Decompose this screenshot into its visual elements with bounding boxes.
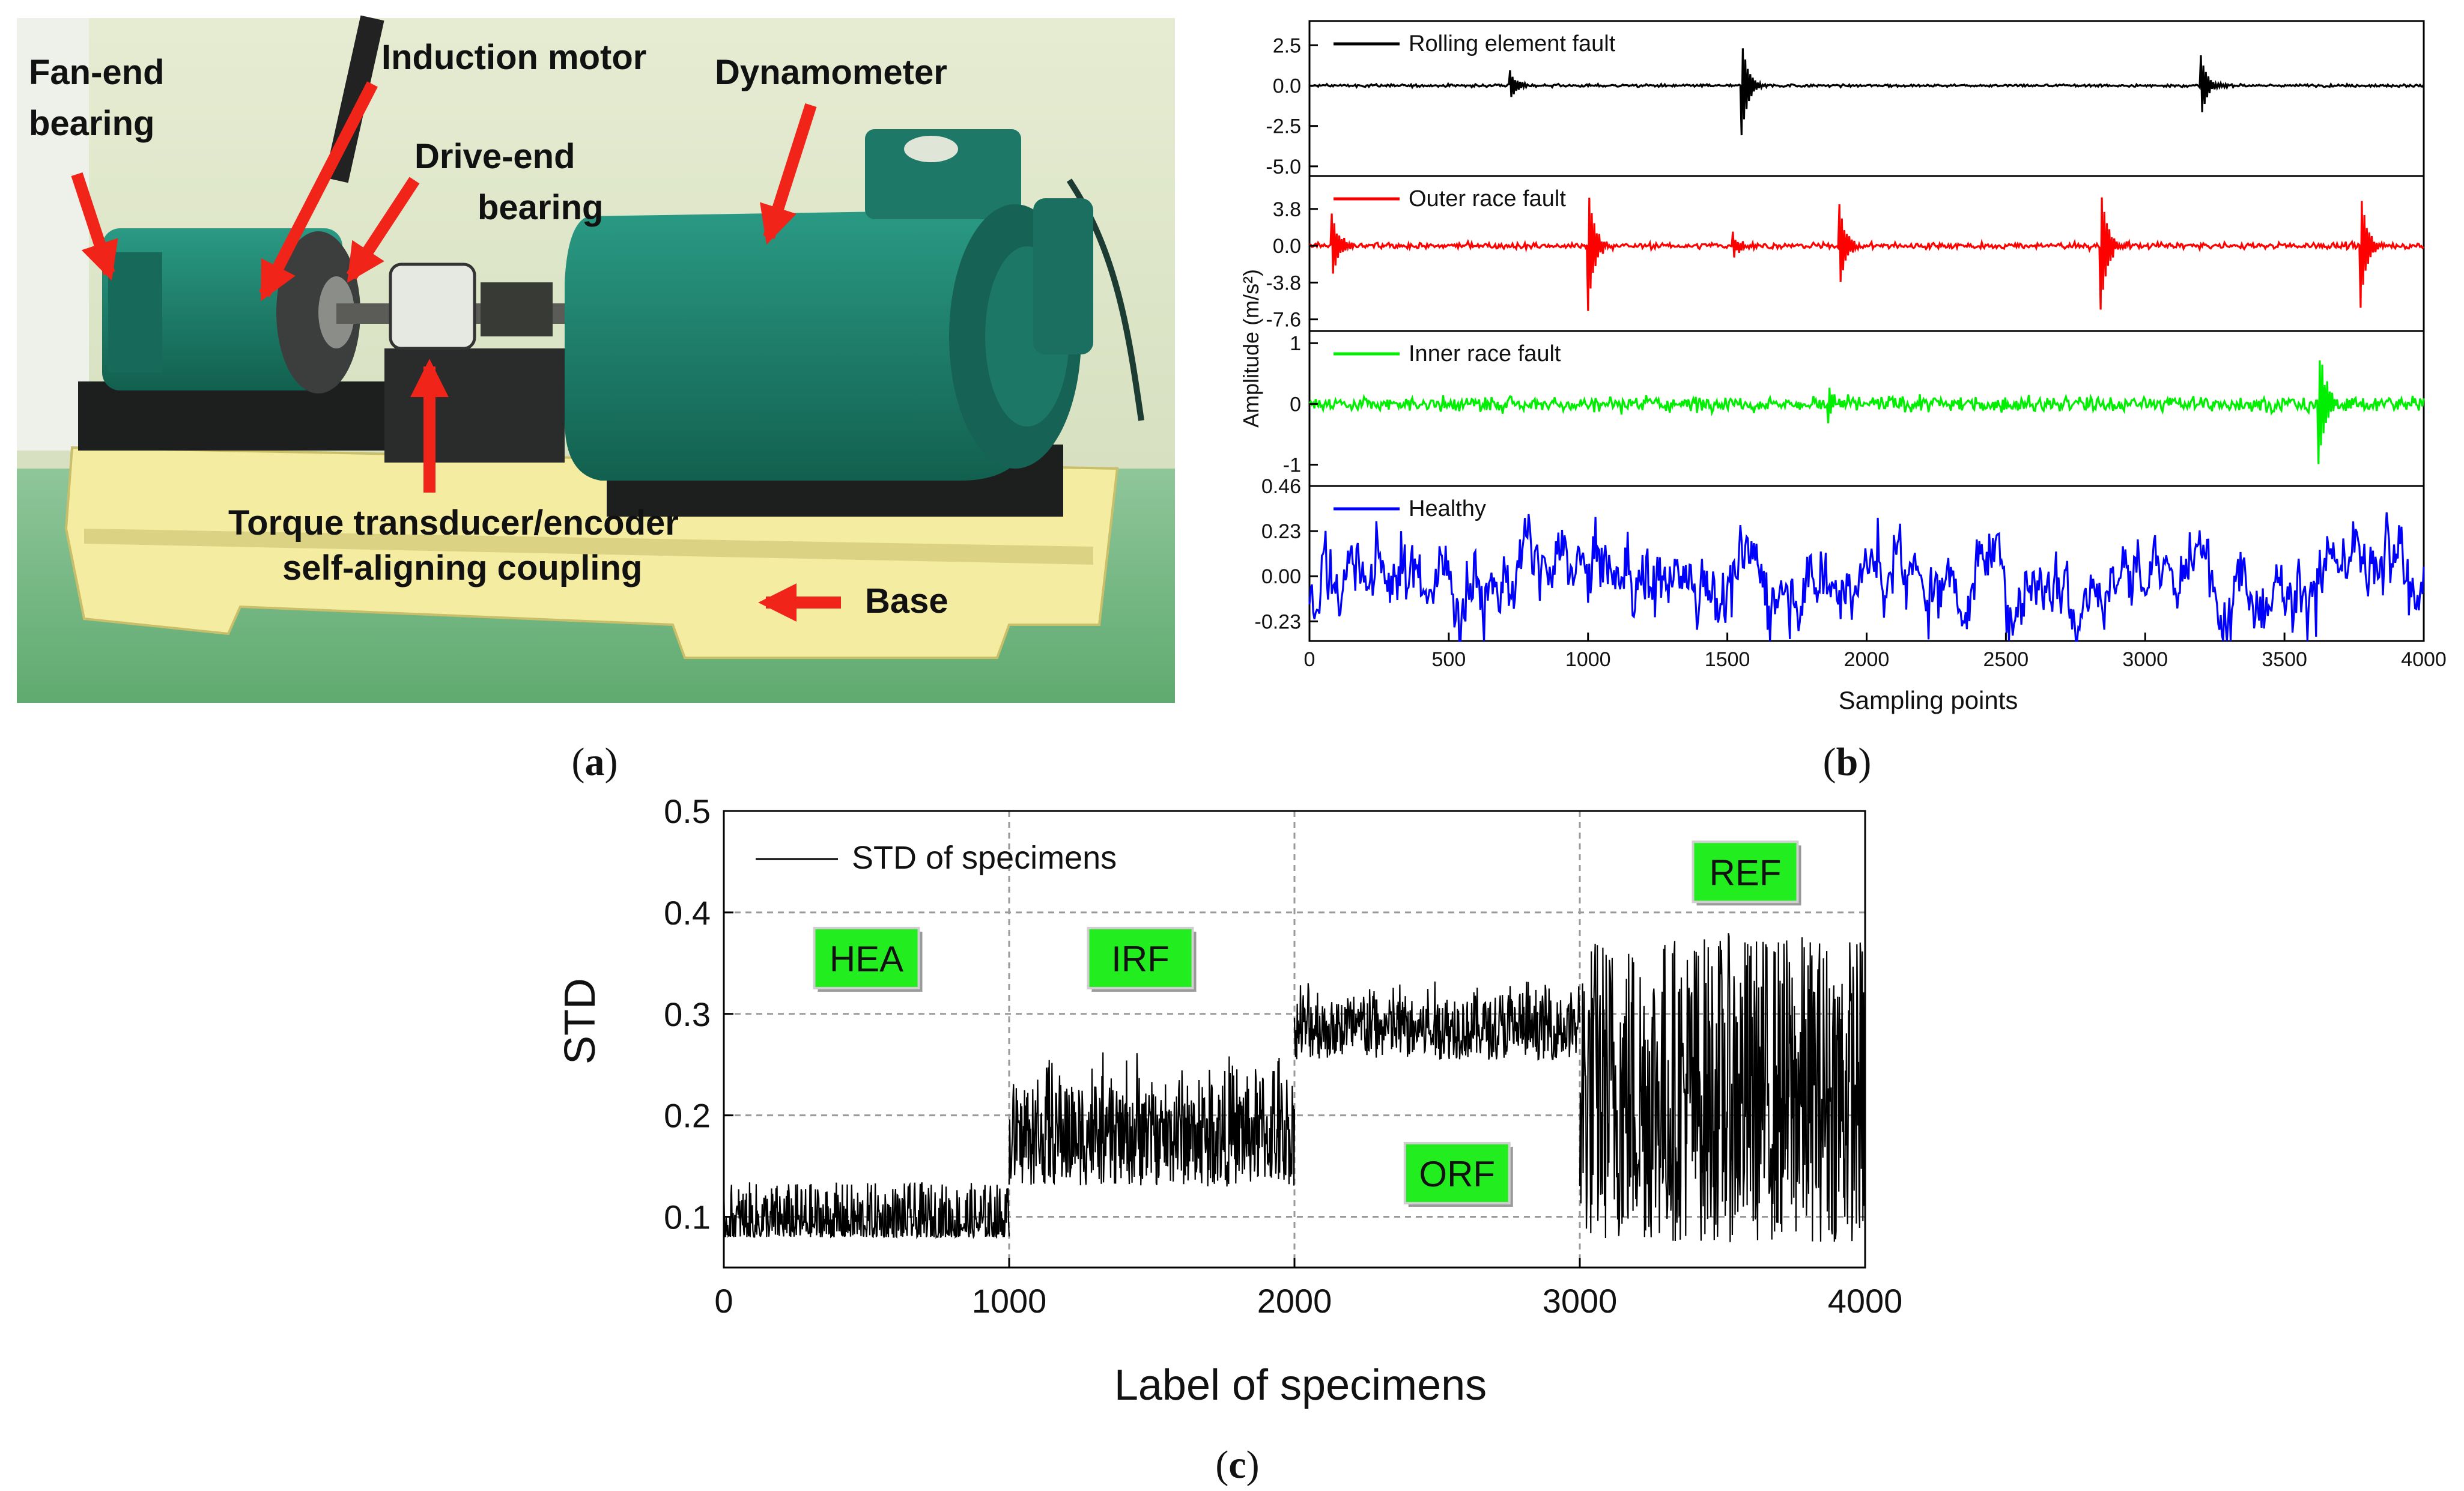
b-y-tick-label: -3.8	[1266, 272, 1301, 294]
b-x-axis-label: Sampling points	[1839, 686, 2018, 714]
b-y-tick-label: 0	[1290, 393, 1301, 416]
b-row-healthy: 0.46 0.23 0.00 -0.23 Healthy	[1255, 475, 2425, 642]
photo-motor-fan-cover	[108, 252, 162, 372]
c-annotation-irf: IRF	[1087, 926, 1197, 992]
b-legend-label: Outer race fault	[1409, 186, 1566, 211]
b-series-line	[1308, 360, 2425, 464]
b-y-tick-label: 0.23	[1261, 520, 1301, 543]
b-y-axis-label: Amplitude (m/s²)	[1239, 269, 1263, 428]
caption-a: (a)	[572, 740, 618, 784]
label-torque-line1: Torque transducer/encoder	[228, 503, 679, 542]
photo-coupling	[481, 282, 553, 336]
label-torque-line2: self-aligning coupling	[282, 548, 642, 588]
photo-coupling-pedestal	[384, 348, 565, 463]
b-x-tick-label: 2000	[1844, 648, 1890, 671]
b-y-tick-label: -2.5	[1266, 115, 1301, 138]
b-x-tick-label: 1000	[1565, 648, 1611, 671]
b-y-tick-label: 1	[1290, 332, 1301, 355]
photo-base-shadow	[84, 529, 1093, 565]
photo-dyno-terminal-label	[904, 136, 958, 162]
c-y-tick-label: 0.3	[664, 995, 711, 1033]
c-annotation-box	[1692, 840, 1799, 903]
arrow-fan-end	[71, 172, 118, 281]
b-y-tick-label: -1	[1283, 454, 1301, 477]
c-series-orf	[1293, 981, 1581, 1061]
c-series-hea	[723, 1182, 1010, 1240]
photo-dyno-fan	[1033, 198, 1093, 354]
c-y-tick-label: 0.2	[664, 1097, 711, 1135]
c-x-tick-label: 2000	[1257, 1282, 1332, 1320]
b-x-tick-label: 1500	[1705, 648, 1750, 671]
label-fan-end-line2: bearing	[29, 104, 155, 143]
b-y-tick-label: 0.0	[1273, 235, 1301, 258]
c-series-ref	[1579, 933, 1866, 1242]
c-x-tick-label: 1000	[972, 1282, 1047, 1320]
b-y-tick-label: 0.0	[1273, 75, 1301, 98]
b-row-rolling-element-fault: 2.5 0.0 -2.5 -5.0 Rolling element fault	[1266, 20, 2425, 178]
arrow-induction-motor	[259, 81, 378, 302]
b-legend-label: Healthy	[1409, 496, 1486, 521]
b-series-line	[1309, 197, 2425, 311]
c-annotation-box	[1403, 1141, 1511, 1204]
photo-dynamometer	[565, 210, 1033, 481]
c-y-tick-label: 0.5	[664, 792, 711, 830]
c-annotation-orf: ORF	[1403, 1141, 1513, 1207]
c-y-tick-label: 0.4	[664, 894, 711, 932]
label-drive-end-line2: bearing	[478, 188, 604, 227]
label-drive-end-line1: Drive-end	[414, 137, 575, 176]
c-annotation-box	[1087, 926, 1194, 989]
b-legend-label: Inner race fault	[1409, 341, 1561, 366]
b-y-tick-label: 0.00	[1261, 565, 1301, 588]
c-annotation-label: REF	[1710, 852, 1782, 893]
b-x-tick-label: 500	[1432, 648, 1466, 671]
label-base: Base	[865, 582, 948, 621]
photo-torque-transducer	[389, 263, 476, 350]
b-row-outer-race-fault: 3.8 0.0 -3.8 -7.6 Outer race fault	[1266, 175, 2425, 332]
b-y-tick-label: -5.0	[1266, 156, 1301, 178]
c-annotation-label: IRF	[1111, 939, 1170, 979]
b-y-tick-label: -0.23	[1255, 610, 1302, 633]
b-x-tick-label: 3500	[2262, 648, 2307, 671]
c-annotation-ref: REF	[1692, 840, 1801, 906]
label-fan-end-line1: Fan-end	[29, 53, 165, 92]
b-legend-label: Rolling element fault	[1409, 31, 1616, 56]
arrow-drive-end	[346, 177, 420, 283]
c-series-irf	[1008, 1052, 1296, 1187]
b-series-line	[1309, 48, 2425, 136]
c-annotation-label: HEA	[830, 939, 903, 979]
caption-b: (b)	[1823, 740, 1872, 784]
photo-doorframe	[17, 18, 89, 451]
c-annotation-label: ORF	[1419, 1154, 1495, 1194]
c-annotation-box	[813, 926, 920, 989]
b-y-tick-label: 0.46	[1261, 475, 1301, 498]
c-x-axis-label: Label of specimens	[1114, 1361, 1487, 1409]
b-x-tick-label: 0	[1304, 648, 1315, 671]
c-x-tick-label: 3000	[1543, 1282, 1618, 1320]
b-y-tick-label: -7.6	[1266, 309, 1301, 332]
c-annotation-hea: HEA	[813, 926, 923, 992]
c-y-axis-label: STD	[556, 978, 604, 1064]
label-dynamometer: Dynamometer	[715, 53, 947, 92]
b-series-line	[1308, 512, 2425, 642]
std-chart: 0.1 0.2 0.3 0.4 0.5 0 1000 2000 3000 4000 STD of …	[556, 792, 1902, 1409]
vibration-signals-chart: 2.5 0.0 -2.5 -5.0 Rolling element fault 3.8 0.…	[1239, 20, 2447, 714]
arrow-dynamometer	[760, 103, 817, 245]
c-y-tick-label: 0.1	[664, 1198, 711, 1236]
c-x-tick-label: 0	[714, 1282, 733, 1320]
c-legend-label: STD of specimens	[852, 840, 1117, 876]
photo-motor-pedestal	[78, 381, 390, 451]
caption-c: (c)	[1215, 1443, 1259, 1487]
b-y-tick-label: 2.5	[1273, 34, 1301, 57]
b-y-tick-label: 3.8	[1273, 198, 1301, 221]
photo-dyno-terminal-box	[865, 129, 1021, 219]
b-row-inner-race-fault: 1 0 -1 Inner race fault	[1283, 330, 2425, 487]
b-x-tick-label: 4000	[2401, 648, 2447, 671]
test-rig-photo: Fan-end bearing Induction motor Dynamome…	[17, 15, 1175, 703]
label-induction-motor: Induction motor	[381, 38, 646, 77]
b-x-tick-label: 3000	[2122, 648, 2168, 671]
c-x-tick-label: 4000	[1828, 1282, 1903, 1320]
b-x-tick-label: 2500	[1983, 648, 2029, 671]
